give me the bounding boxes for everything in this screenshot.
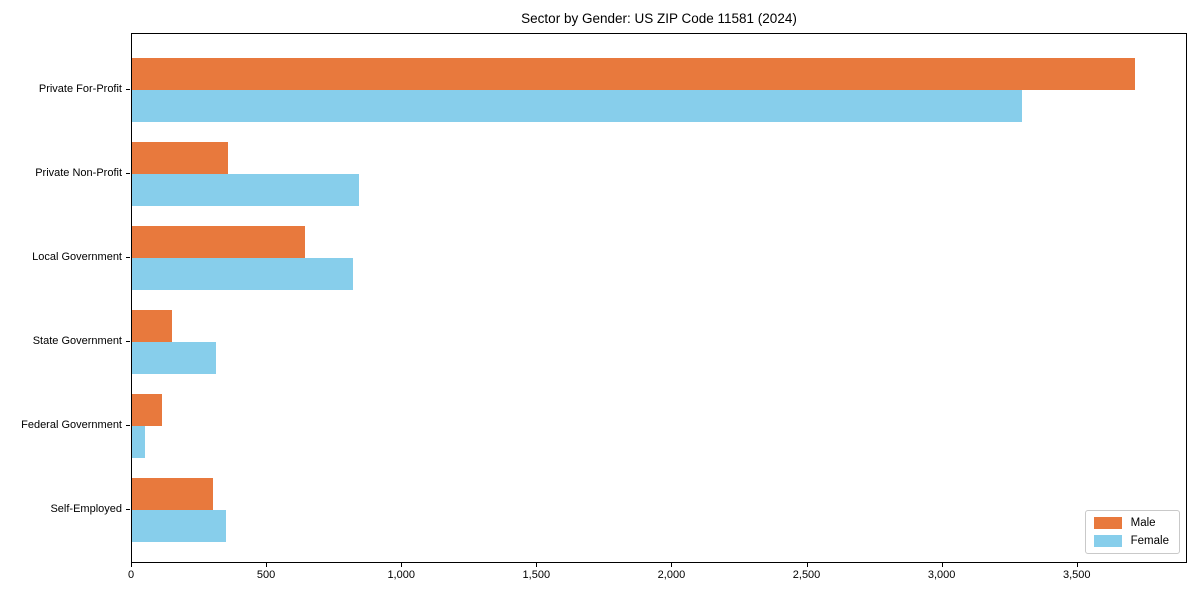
bar-male-private-non-profit — [132, 142, 228, 174]
x-tick-3500 — [1076, 563, 1078, 567]
bar-male-local-government — [132, 226, 305, 258]
x-tick-2500 — [806, 563, 808, 567]
x-tick-1000 — [401, 563, 403, 567]
x-tick-label-2500: 2,500 — [792, 569, 821, 581]
y-tick-label-private-non-profit: Private Non-Profit — [35, 167, 122, 179]
bar-female-federal-government — [132, 426, 146, 458]
y-tick-private-non-profit — [126, 173, 130, 174]
y-tick-self-employed — [126, 509, 130, 510]
bar-male-self-employed — [132, 478, 213, 510]
y-tick-label-local-government: Local Government — [32, 251, 122, 263]
bar-male-state-government — [132, 310, 173, 342]
x-tick-label-2000: 2,000 — [657, 569, 686, 581]
legend-item-male: Male — [1093, 517, 1169, 529]
x-tick-0 — [131, 563, 132, 567]
legend-swatch-male — [1093, 517, 1122, 529]
x-tick-label-3500: 3,500 — [1062, 569, 1091, 581]
y-tick-label-federal-government: Federal Government — [21, 419, 122, 431]
legend-swatch-female — [1093, 535, 1122, 547]
bar-female-state-government — [132, 342, 216, 374]
x-tick-500 — [266, 563, 268, 567]
x-tick-label-1000: 1,000 — [387, 569, 415, 581]
bar-female-private-for-profit — [132, 90, 1023, 122]
x-tick-2000 — [671, 563, 673, 567]
x-tick-label-1500: 1,500 — [522, 569, 551, 581]
x-tick-label-500: 500 — [256, 569, 276, 581]
x-tick-label-3000: 3,000 — [927, 569, 956, 581]
legend-label-female: Female — [1130, 535, 1169, 547]
y-tick-private-for-profit — [126, 89, 130, 90]
y-tick-state-government — [126, 341, 130, 342]
y-tick-label-self-employed: Self-Employed — [50, 503, 122, 515]
legend-label-male: Male — [1130, 517, 1156, 529]
y-tick-label-private-for-profit: Private For-Profit — [38, 83, 122, 95]
x-tick-1500 — [536, 563, 538, 567]
y-tick-local-government — [126, 257, 130, 258]
legend-item-female: Female — [1093, 535, 1169, 547]
y-tick-federal-government — [126, 425, 130, 426]
bar-female-self-employed — [132, 510, 227, 542]
plot-area — [131, 33, 1187, 563]
bar-female-private-non-profit — [132, 174, 359, 206]
x-tick-label-0: 0 — [127, 569, 135, 581]
chart-title: Sector by Gender: US ZIP Code 11581 (202… — [521, 11, 797, 26]
legend: Male Female — [1084, 510, 1180, 554]
y-tick-label-state-government: State Government — [32, 335, 122, 347]
bar-male-federal-government — [132, 394, 162, 426]
bar-male-private-for-profit — [132, 58, 1136, 90]
x-tick-3000 — [941, 563, 943, 567]
bar-female-local-government — [132, 258, 354, 290]
